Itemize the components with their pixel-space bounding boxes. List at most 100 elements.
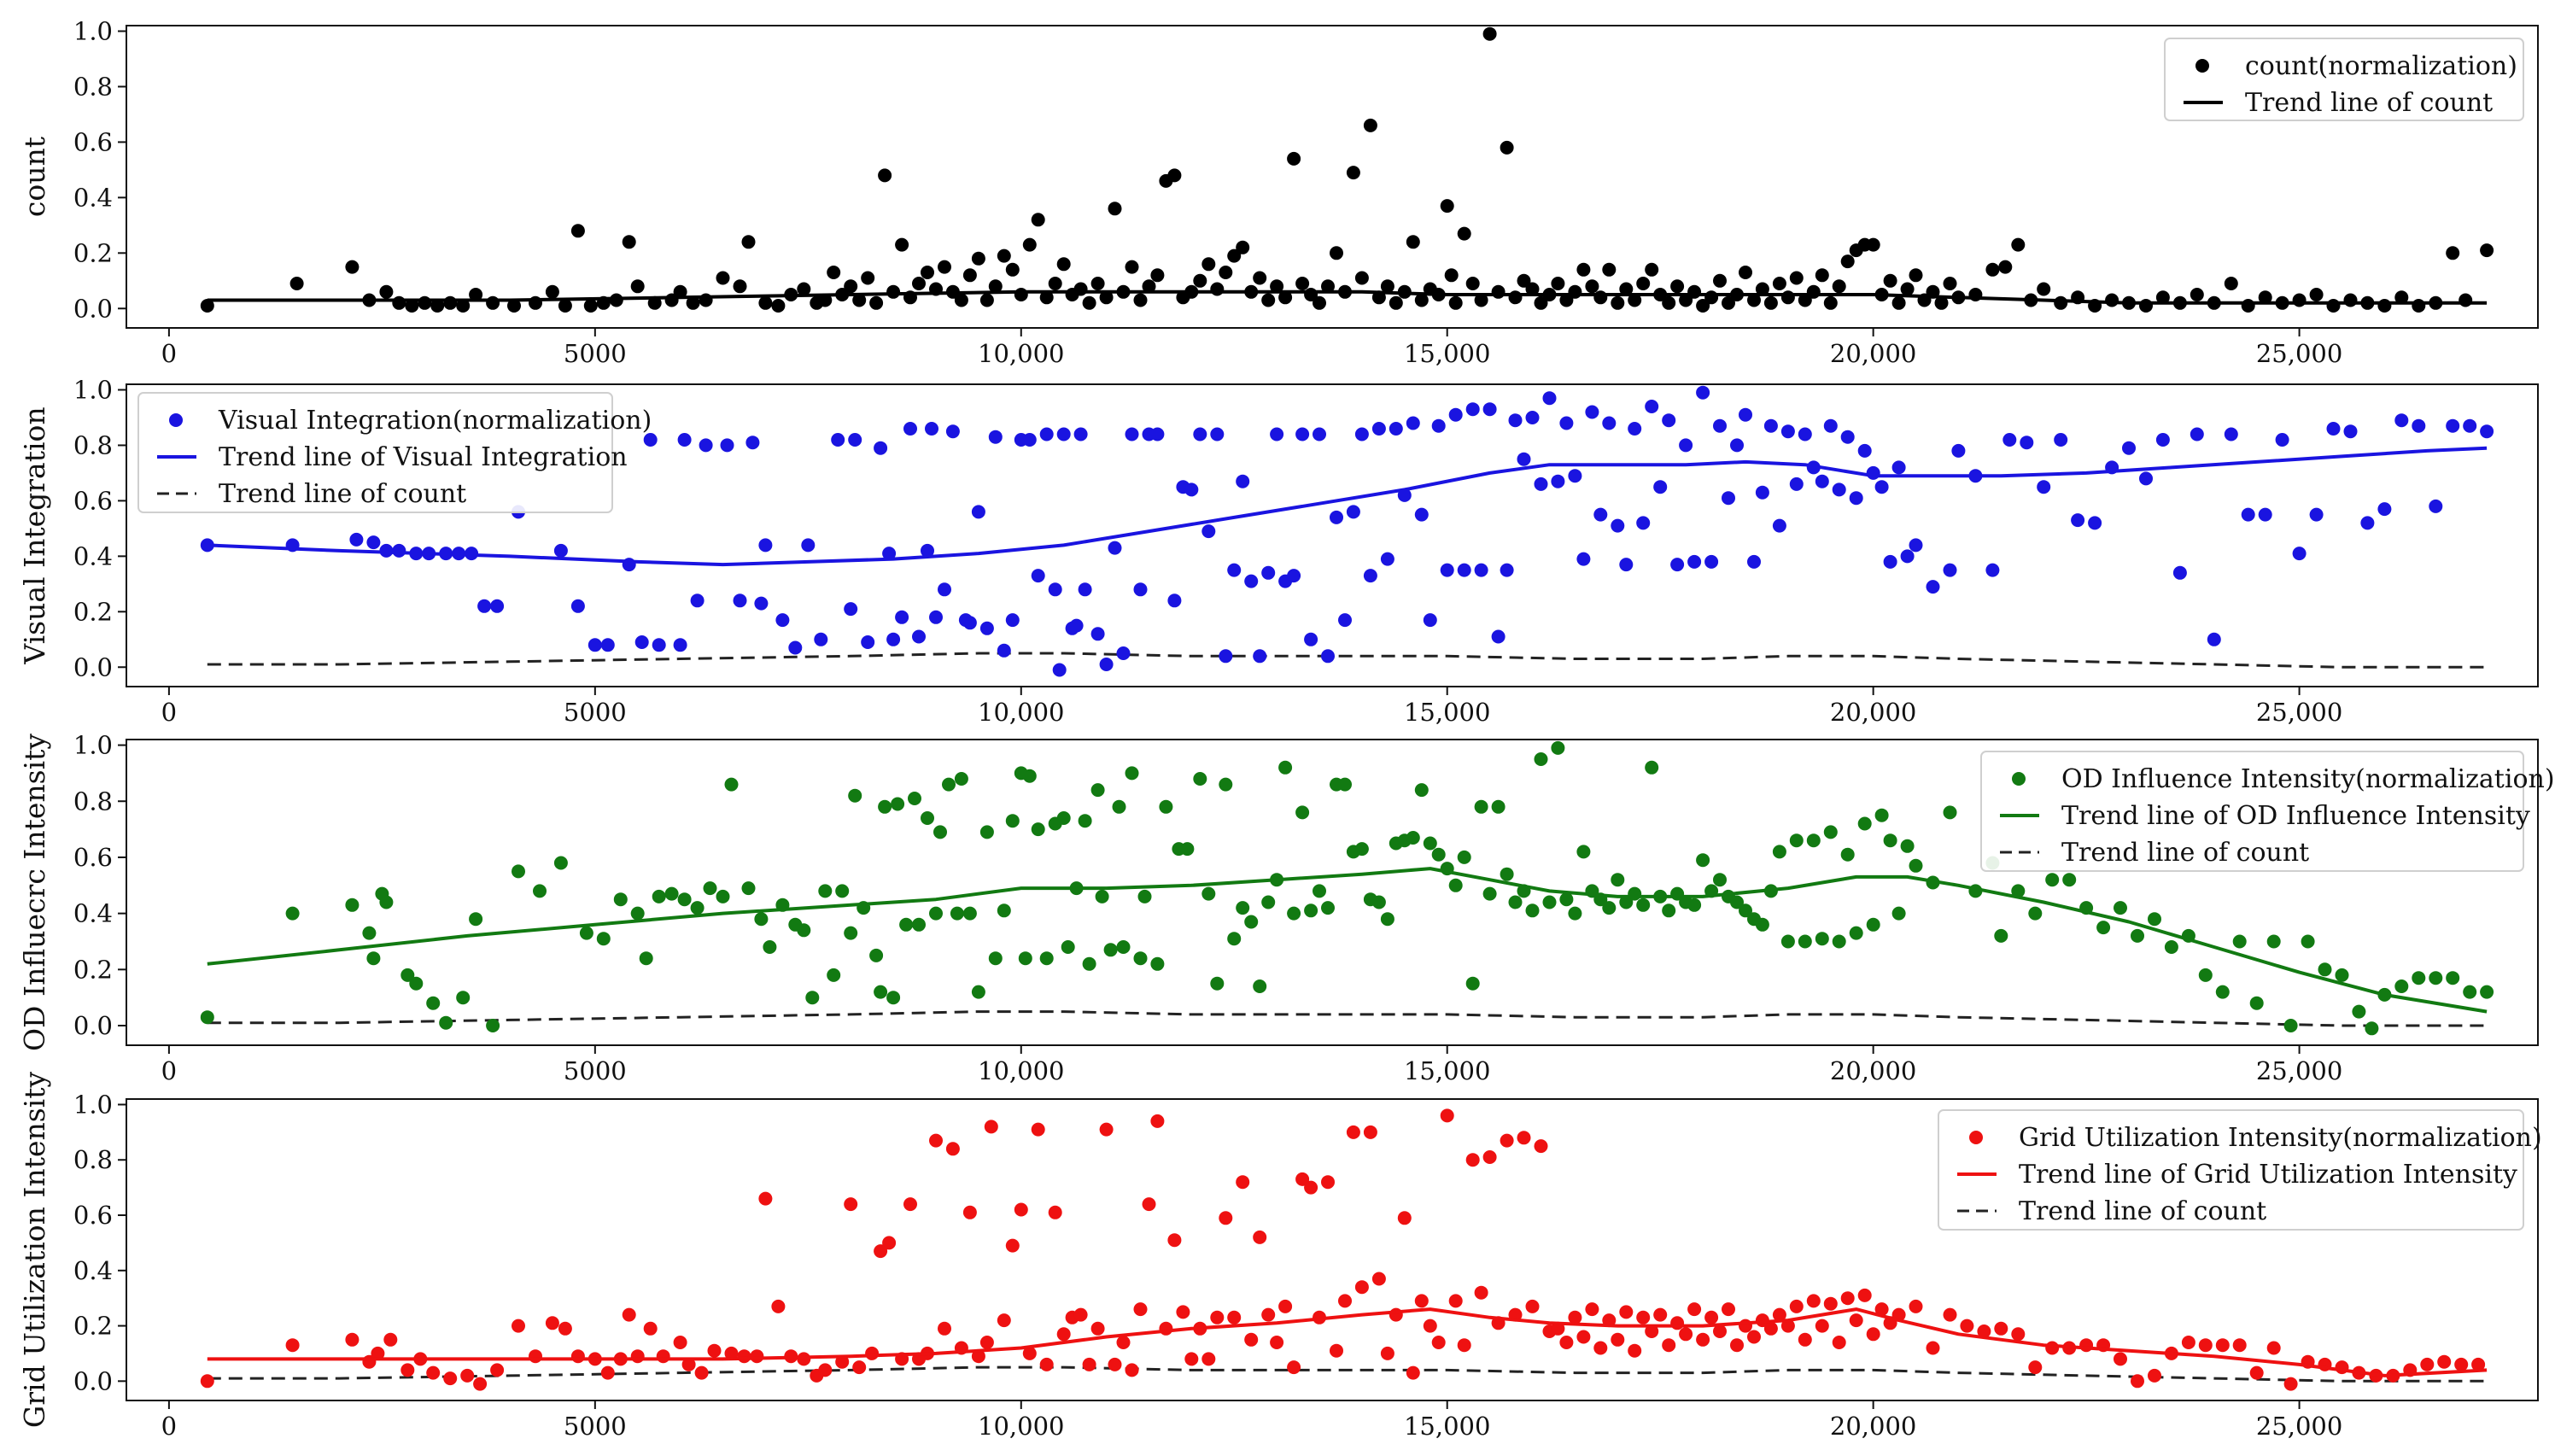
legend-box — [2164, 38, 2524, 121]
data-point — [1039, 1357, 1054, 1371]
data-point — [345, 898, 360, 912]
data-point — [1789, 833, 1804, 848]
data-point — [2045, 873, 2060, 887]
data-point — [1142, 279, 1156, 294]
data-point — [801, 538, 816, 553]
data-point — [1061, 940, 1075, 954]
data-point — [1508, 290, 1523, 305]
data-point — [997, 1313, 1011, 1328]
data-point — [954, 293, 968, 307]
data-point — [1815, 932, 1829, 946]
data-point — [2232, 934, 2247, 949]
y-tick-label: 0.8 — [73, 786, 113, 816]
data-point — [979, 293, 994, 307]
data-point — [1099, 658, 1114, 671]
data-point — [1696, 1332, 1710, 1347]
data-point — [1073, 282, 1088, 296]
data-point — [1338, 1294, 1352, 1308]
data-point — [469, 288, 483, 301]
data-point — [1798, 934, 1812, 949]
data-point — [1448, 1294, 1463, 1308]
data-point — [1500, 1133, 1514, 1148]
data-point — [1219, 649, 1233, 664]
data-point — [1022, 433, 1037, 447]
data-point — [2480, 243, 2494, 258]
data-point — [1423, 1319, 1437, 1333]
y-tick-label: 0.8 — [73, 72, 113, 101]
data-point — [200, 299, 214, 313]
legend-label: Visual Integration(normalization) — [218, 406, 652, 436]
data-point — [1780, 424, 1795, 439]
data-point — [1857, 443, 1872, 458]
data-point — [1806, 284, 1821, 299]
data-point — [1090, 277, 1105, 290]
data-point — [805, 991, 820, 1005]
y-tick-label: 0.4 — [73, 541, 113, 570]
data-point — [1747, 1330, 1761, 1344]
data-point — [1763, 295, 1778, 310]
data-point — [1559, 416, 1574, 430]
data-point — [1082, 295, 1096, 310]
data-point — [979, 621, 994, 635]
data-point — [486, 1019, 500, 1032]
data-point — [938, 260, 951, 274]
data-point — [1730, 438, 1744, 453]
data-point — [1696, 385, 1710, 400]
x-tick-label: 20,000 — [1830, 1056, 1916, 1085]
data-point — [2365, 1021, 2379, 1036]
data-point — [1687, 284, 1702, 299]
data-point — [1330, 510, 1343, 524]
data-point — [1295, 277, 1310, 290]
data-point — [1184, 1352, 1199, 1366]
legend-box — [137, 392, 613, 513]
data-point — [1679, 438, 1693, 453]
data-point — [1739, 407, 1752, 422]
data-point — [362, 926, 377, 940]
legend-label: OD Influence Intensity(normalization) — [2061, 764, 2555, 794]
data-point — [962, 906, 977, 921]
data-point — [1739, 266, 1752, 279]
data-point — [1099, 290, 1114, 305]
data-point — [1619, 282, 1634, 296]
data-point — [1645, 400, 1659, 413]
data-point — [2224, 277, 2238, 290]
data-point — [979, 825, 994, 839]
data-point — [1423, 836, 1437, 851]
y-axis-label: OD Influecrc Intensity — [18, 734, 51, 1051]
data-point — [882, 547, 897, 561]
data-point — [579, 926, 593, 940]
data-point — [2335, 968, 2349, 982]
data-point — [1687, 898, 1702, 912]
data-point — [2215, 985, 2230, 999]
data-point — [1440, 1108, 1454, 1123]
data-point — [1943, 1307, 1957, 1322]
x-tick-label: 25,000 — [2256, 1056, 2342, 1085]
data-point — [1823, 418, 1838, 433]
data-point — [971, 1349, 985, 1364]
data-point — [1193, 772, 1207, 786]
data-point — [844, 279, 858, 294]
y-tick-label: 0.0 — [73, 652, 113, 681]
data-point — [1857, 1288, 1872, 1302]
data-point — [1112, 799, 1126, 814]
data-point — [929, 1133, 943, 1148]
data-point — [1815, 1319, 1829, 1333]
data-point — [1414, 293, 1429, 307]
y-tick-label: 0.8 — [73, 430, 113, 459]
data-point — [1840, 1291, 1855, 1306]
y-tick-label: 0.2 — [73, 597, 113, 626]
data-point — [2148, 912, 2161, 927]
x-tick-label: 0 — [161, 1056, 177, 1085]
data-point — [443, 1371, 458, 1386]
data-point — [690, 594, 705, 608]
data-point — [1994, 1321, 2008, 1336]
data-point — [1022, 237, 1037, 252]
data-point — [2028, 1360, 2043, 1375]
data-point — [933, 825, 947, 839]
x-tick-label: 20,000 — [1830, 1412, 1916, 1441]
data-point — [1960, 1319, 1974, 1333]
data-point — [1018, 951, 1032, 966]
data-point — [613, 892, 628, 907]
data-point — [2377, 502, 2392, 517]
data-point — [1780, 1319, 1795, 1333]
